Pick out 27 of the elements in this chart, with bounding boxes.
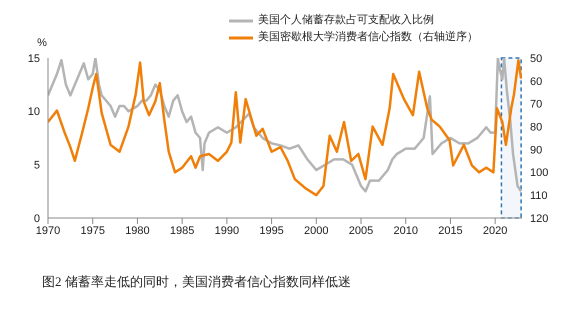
x-tick-label: 1970: [36, 224, 60, 237]
text: 图2 储蓄率走低的同时，美国消费者信心指数同样低迷: [42, 273, 352, 291]
y2-tick-label: 120: [530, 212, 548, 225]
legend-label: 美国个人储蓄存款占可支配收入比例: [258, 12, 434, 28]
y2-tick-label: 90: [530, 144, 542, 156]
x-tick-label: 2000: [304, 224, 329, 237]
x-tick-label: 1995: [259, 224, 284, 237]
x-tick-label: 1990: [214, 224, 240, 237]
y-tick-label: 15: [28, 52, 40, 65]
y2-tick-label: 80: [530, 121, 542, 134]
x-tick-label: 2015: [438, 224, 463, 237]
y2-tick-label: 110: [530, 190, 548, 202]
y-tick-label: 5: [34, 160, 40, 172]
x-tick-label: 1975: [80, 224, 105, 237]
x-tick-label: 2020: [482, 224, 508, 237]
x-tick-label: 2010: [393, 224, 418, 237]
y-tick-label: 0: [34, 212, 40, 225]
y2-tick-label: 60: [530, 76, 542, 88]
legend-label: 美国密歇根大学消费者信心指数（右轴逆序）: [258, 30, 478, 45]
y-tick-label: 10: [28, 106, 40, 118]
y-axis-title: %: [37, 37, 48, 49]
y2-tick-label: 100: [530, 167, 548, 180]
x-tick-label: 2005: [348, 224, 374, 237]
x-tick-label: 1985: [170, 224, 194, 237]
y2-tick-label: 70: [530, 98, 542, 111]
x-tick-label: 1980: [125, 224, 150, 237]
y2-tick-label: 50: [530, 52, 542, 65]
